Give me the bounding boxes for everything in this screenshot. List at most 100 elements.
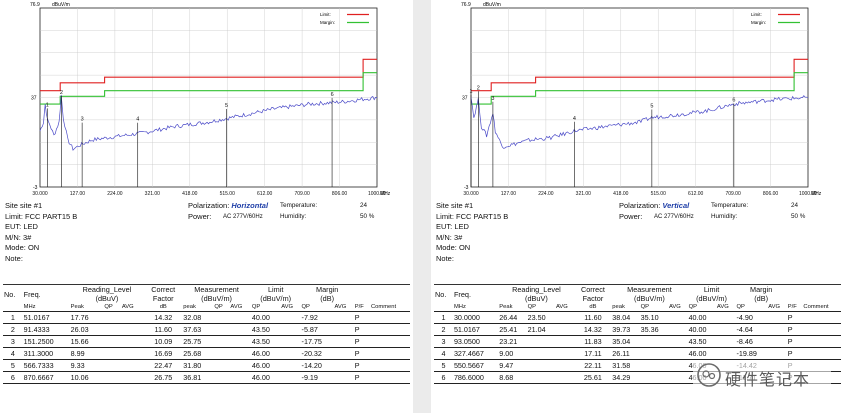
sub-qp: QP — [104, 304, 113, 310]
cell-m-peak: 36.81 — [182, 371, 214, 384]
cell-qp — [526, 359, 555, 372]
cell-l-avg — [715, 335, 736, 348]
sub-avg2: AVG — [668, 304, 681, 310]
cell-factor: 22.47 — [144, 359, 183, 372]
cell-avg — [554, 311, 575, 324]
cell-freq: 51.0167 — [452, 323, 499, 336]
temperature-value: 24 — [360, 202, 368, 209]
cell-mg-avg — [333, 371, 354, 384]
cell-comment — [802, 347, 841, 360]
cell-no: 6 — [3, 371, 23, 384]
cell-factor: 11.83 — [574, 335, 612, 348]
cell-l-qp: 43.50 — [687, 335, 716, 348]
cell-peak: 15.66 — [69, 335, 104, 348]
marker-label: 1 — [470, 89, 473, 95]
power-value: AC 277V/60Hz — [654, 213, 694, 220]
cell-l-avg — [280, 335, 301, 348]
cell-qp — [103, 311, 121, 324]
cell-no: 2 — [3, 323, 23, 336]
site-value: site #1 — [20, 201, 43, 210]
cell-peak: 23.21 — [498, 335, 527, 348]
x-tick-label: 224.00 — [107, 191, 123, 197]
emission-chart: 12 3 4 5 6 30.000 127.00 224.00 321.00 418.00 515… — [461, 2, 822, 197]
x-tick-label: 612.00 — [257, 191, 273, 197]
cell-mg-avg — [767, 347, 787, 360]
cell-freq: 566.7333 — [22, 359, 70, 372]
polarization-label: Polarization: — [188, 201, 230, 210]
cell-m-qp — [639, 371, 668, 384]
legend-margin: Margin: — [320, 20, 335, 25]
col-factor-title: Factor — [152, 294, 174, 303]
cell-mg-avg — [333, 323, 354, 336]
table-row: 1 51.0167 17.76 14.32 32.08 40.00 -7.92 P — [3, 311, 410, 324]
cell-freq: 30.0000 — [452, 311, 499, 324]
mn-value: 3# — [22, 232, 32, 242]
cell-m-avg — [229, 335, 251, 348]
y-mid-ref: 37 — [31, 95, 37, 101]
cell-no: 5 — [434, 359, 453, 372]
cell-freq: 91.4333 — [22, 323, 70, 336]
cell-comment — [369, 347, 410, 360]
cell-mg-avg — [333, 311, 354, 324]
x-tick-label: 321.00 — [576, 191, 592, 197]
y-mid-ref: 37 — [462, 95, 468, 101]
cell-qp — [103, 347, 121, 360]
cell-freq: 151.2500 — [22, 335, 70, 348]
cell-mg-qp: -9.19 — [300, 371, 334, 384]
results-table: No. Freq. Reading_Level (dBuV) Correct Fac… — [3, 284, 410, 384]
cell-qp — [526, 335, 555, 348]
humidity-value: 50 % — [360, 212, 375, 220]
cell-factor: 22.11 — [574, 359, 612, 372]
x-tick-label: 127.00 — [70, 191, 86, 197]
marker-label: 5 — [650, 104, 653, 110]
mn-value: 3# — [453, 232, 463, 242]
polarization-value: Vertical — [662, 201, 690, 210]
site-value: site #1 — [451, 201, 474, 210]
plot-markers: 1 2 3 4 5 6 — [46, 90, 334, 187]
cell-freq: 327.4667 — [452, 347, 499, 360]
sub-db: dB — [159, 304, 167, 310]
x-tick-label: 30.000 — [32, 191, 48, 197]
cell-qp: 21.04 — [526, 323, 555, 336]
cell-comment — [802, 335, 841, 348]
col-reading-title: Reading_Level — [82, 285, 132, 294]
cell-factor: 14.32 — [144, 311, 183, 324]
cell-freq: 311.3000 — [22, 347, 70, 360]
cell-comment — [802, 323, 841, 336]
cell-m-peak: 39.73 — [611, 323, 640, 336]
cell-mg-qp: -14.20 — [300, 359, 334, 372]
watermark: 硬件笔记本 — [693, 361, 831, 389]
cell-peak: 26.44 — [498, 311, 527, 324]
col-correct-title: Correct — [580, 285, 605, 294]
cell-mg-avg — [333, 359, 354, 372]
cell-avg — [120, 347, 145, 360]
cell-no: 4 — [434, 347, 453, 360]
sub-qp2: QP — [214, 304, 223, 310]
cell-avg — [554, 347, 575, 360]
y-top-ref: 76.9 — [30, 2, 40, 8]
cell-peak: 25.41 — [498, 323, 527, 336]
col-freq: Freq. — [22, 284, 70, 303]
sub-avg4: AVG — [334, 304, 347, 310]
sub-peak: Peak — [70, 304, 84, 310]
y-unit: dBuV/m — [483, 2, 501, 8]
cell-peak: 26.03 — [69, 323, 104, 336]
mode-label: Mode: — [5, 243, 26, 252]
cell-pf: P — [353, 359, 370, 372]
x-ticks: 30.000 127.00 224.00 321.00 418.00 515.00 612.… — [463, 191, 817, 197]
col-no: No. — [3, 284, 23, 303]
wechat-logo-icon — [697, 363, 721, 387]
cell-peak: 9.47 — [498, 359, 527, 372]
col-measurement-title: Measurement — [194, 285, 239, 294]
sub-avg3: AVG — [281, 304, 294, 310]
cell-avg — [554, 323, 575, 336]
cell-pf: P — [786, 311, 803, 324]
cell-l-qp: 40.00 — [687, 323, 716, 336]
col-no: No. — [434, 284, 453, 303]
cell-m-qp — [213, 335, 230, 348]
site-label: Site — [5, 201, 18, 210]
cell-freq: 786.6000 — [452, 371, 499, 384]
humidity-label: Humidity: — [711, 212, 738, 220]
cell-mg-qp: -20.32 — [300, 347, 334, 360]
